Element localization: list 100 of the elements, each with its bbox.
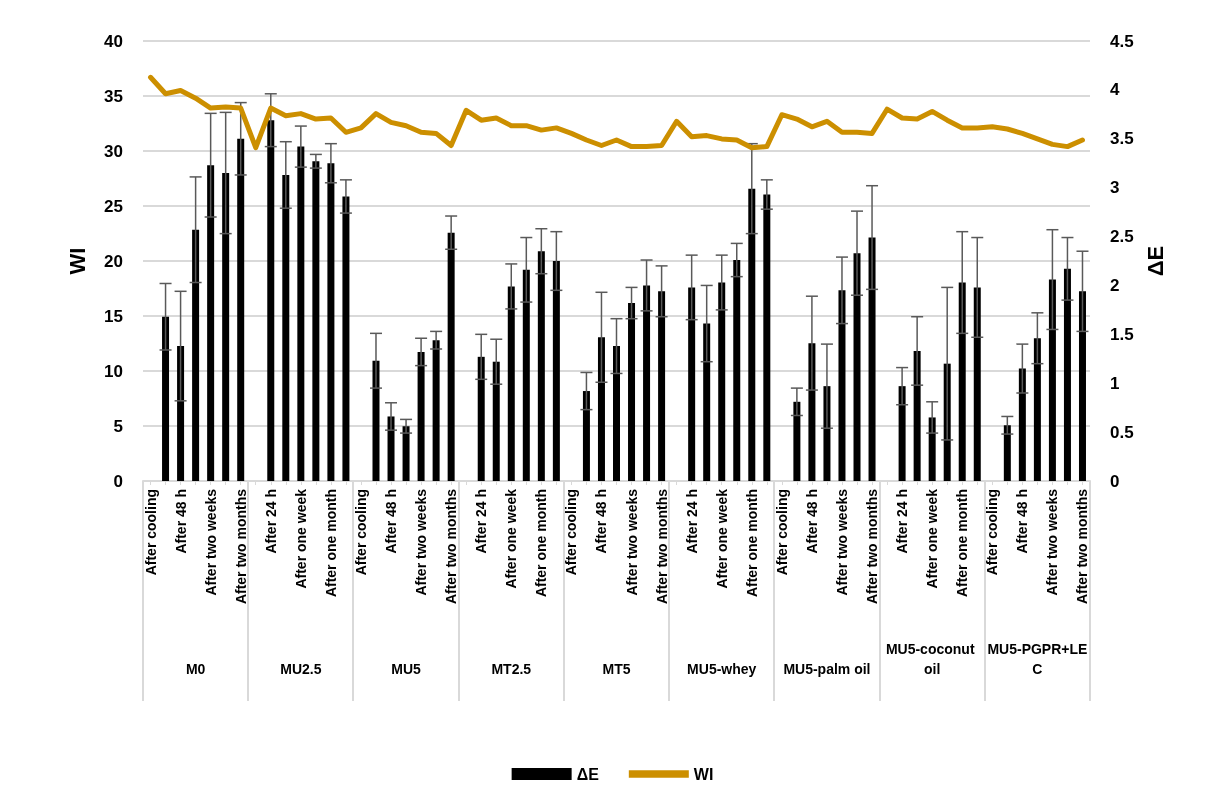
bar: [477, 356, 485, 481]
x-tick-label: After one week: [924, 488, 941, 589]
bar: [748, 188, 756, 481]
y-tick-label: 10: [104, 361, 123, 381]
y-tick-label: 35: [104, 86, 123, 106]
x-tick-label: After two months: [864, 488, 881, 605]
bar: [297, 146, 305, 481]
x-tick-label: After 48 h: [383, 489, 400, 554]
bar: [417, 351, 425, 481]
bar: [1063, 268, 1071, 481]
y-tick-label: 20: [104, 251, 123, 271]
y-tick-label: 25: [104, 196, 123, 216]
y2-tick-label: 0.5: [1110, 422, 1134, 442]
bar: [507, 286, 515, 481]
bar: [552, 261, 560, 481]
text: MT5: [602, 661, 631, 677]
text: MT2.5: [491, 661, 532, 677]
x-tick-label: After two weeks: [1044, 488, 1061, 596]
x-tick-label: After two months: [653, 488, 670, 605]
x-tick-label: After 24 h: [262, 489, 279, 554]
bar: [192, 229, 200, 481]
x-tick-label: After cooling: [773, 489, 790, 576]
bar: [402, 426, 410, 481]
bar: [267, 120, 275, 481]
x-tick-label: After two weeks: [202, 488, 219, 596]
x-tick-label: After cooling: [352, 489, 369, 576]
y2-tick-label: 1: [1110, 373, 1120, 393]
bar: [1003, 425, 1011, 481]
x-tick-label: After cooling: [563, 489, 580, 576]
bar: [628, 303, 636, 481]
y2-tick-label: 3.5: [1110, 129, 1134, 149]
x-tick-label: After cooling: [984, 489, 1001, 576]
y-tick-label: 5: [113, 416, 123, 436]
x-tick-label: After two months: [232, 488, 249, 605]
text: MU5-palm oil: [783, 661, 871, 677]
y2-tick-label: 4.5: [1110, 31, 1134, 51]
bar: [688, 287, 696, 481]
x-tick-label: After cooling: [142, 489, 159, 576]
bar: [1033, 338, 1041, 481]
text: MU2.5: [280, 661, 322, 677]
y2-tick-label: 2: [1110, 275, 1120, 295]
bar: [1048, 279, 1056, 481]
x-tick-label: After 48 h: [172, 489, 189, 554]
y2-tick-label: 2.5: [1110, 227, 1134, 247]
bar: [643, 285, 651, 481]
y-tick-label: 40: [104, 31, 123, 51]
bar: [853, 253, 861, 481]
x-tick-label: After 24 h: [894, 489, 911, 554]
x-tick-label: After one week: [292, 488, 309, 589]
y2-tick-label: 1.5: [1110, 324, 1134, 344]
x-tick-label: After one month: [954, 489, 971, 598]
bar: [733, 260, 741, 481]
bar: [928, 417, 936, 481]
x-tick-label: After two months: [443, 488, 460, 605]
text: MU5: [391, 661, 422, 677]
x-tick-label: After 24 h: [683, 489, 700, 554]
bar: [793, 401, 801, 481]
bar: [913, 350, 921, 481]
bar: [222, 173, 230, 481]
y-tick-label: 0: [113, 471, 123, 491]
bar: [447, 232, 455, 481]
bar: [973, 287, 981, 481]
bar: [718, 282, 726, 481]
bar: [763, 194, 771, 481]
legend-label: WI: [693, 765, 714, 783]
x-tick-label: After two weeks: [833, 488, 850, 596]
bar: [387, 416, 395, 481]
text: MU5-coconut oil: [885, 641, 979, 677]
bar: [522, 269, 530, 481]
bar: [898, 386, 906, 481]
bar: [582, 391, 590, 481]
text: M0: [185, 661, 206, 677]
bar: [838, 290, 846, 481]
y2-tick-label: 0: [1110, 471, 1120, 491]
x-tick-label: After two months: [1074, 488, 1091, 605]
bar: [282, 174, 290, 481]
bar: [372, 360, 380, 481]
bar: [1078, 291, 1086, 481]
x-tick-label: After one month: [743, 489, 760, 598]
x-tick-label: After one week: [503, 488, 520, 589]
text: MU5-whey: [687, 661, 757, 677]
bar: [312, 161, 320, 481]
x-tick-label: After two weeks: [413, 488, 430, 596]
x-tick-label: After 48 h: [593, 489, 610, 554]
x-tick-label: After one week: [713, 488, 730, 589]
y2-tick-label: 4: [1110, 80, 1120, 100]
x-tick-label: After one month: [322, 489, 339, 598]
bar: [492, 361, 500, 481]
bar: [207, 165, 215, 481]
x-tick-label: After two weeks: [623, 488, 640, 596]
bar: [537, 251, 545, 481]
bar: [177, 346, 185, 481]
bar: [1018, 368, 1026, 481]
bar: [703, 323, 711, 481]
bar: [658, 291, 666, 481]
bar: [597, 337, 605, 481]
bar: [342, 196, 350, 481]
bar: [868, 237, 876, 481]
legend-label: ΔE: [576, 765, 600, 783]
y2-tick-label: 3: [1110, 178, 1120, 198]
